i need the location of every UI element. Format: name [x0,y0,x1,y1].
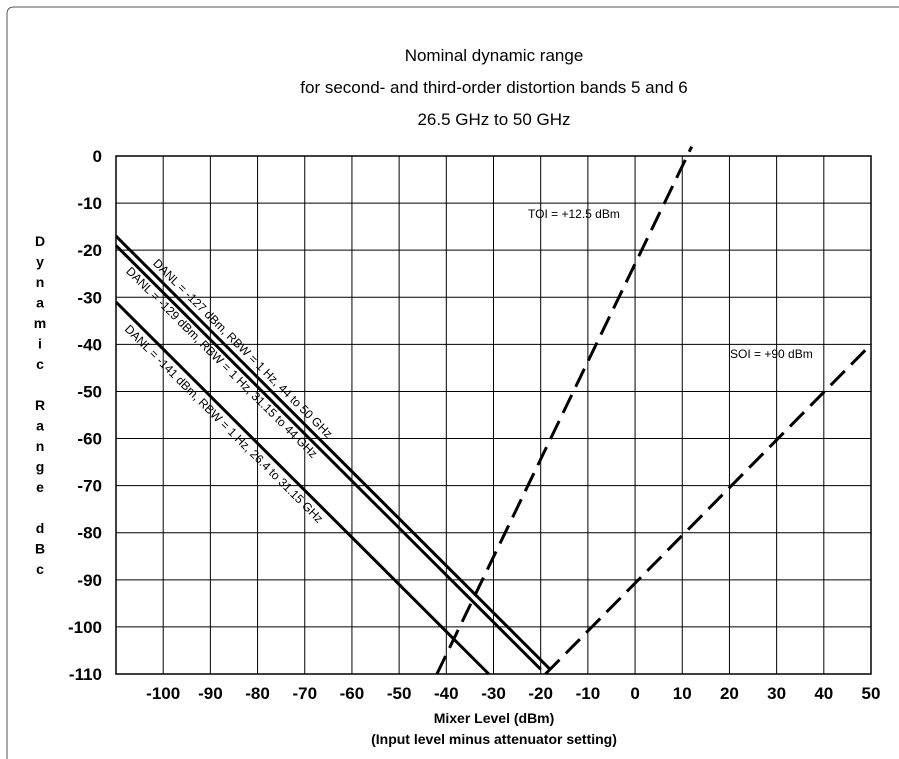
y-axis-label-char-8: R [35,397,45,413]
x-tick-label-8: -20 [528,684,553,703]
y-axis-label-char-4: m [34,315,46,331]
series-line-2 [114,300,490,676]
y-tick-label-9: -90 [77,571,102,590]
x-tick-label-15: 50 [862,684,881,703]
y-axis-label-char-3: a [36,295,44,311]
x-tick-label-0: -100 [146,684,180,703]
x-tick-label-13: 30 [767,684,786,703]
y-tick-label-10: -100 [68,618,102,637]
y-axis-label-char-0: D [35,233,45,249]
y-axis-label-char-5: i [38,336,42,352]
x-tick-label-3: -70 [292,684,317,703]
chart-title-line-1: Nominal dynamic range [405,46,584,65]
y-tick-label-1: -10 [77,194,102,213]
y-tick-label-11: -110 [69,665,102,684]
annotation-0: TOI = +12.5 dBm [528,207,620,221]
x-tick-label-10: 0 [630,684,639,703]
y-tick-label-5: -50 [77,382,102,401]
series-labels: DANL = -127 dBm, RBW = 1 Hz, 44 to 50 GH… [122,207,813,526]
y-tick-label-6: -60 [77,430,102,449]
y-axis-label-char-2: n [36,274,45,290]
y-tick-label-3: -30 [77,288,102,307]
y-axis-label-char-1: y [36,254,44,270]
x-axis-label: Mixer Level (dBm) [434,710,555,726]
x-tick-label-14: 40 [814,684,833,703]
y-tick-label-0: 0 [93,147,102,166]
x-tick-label-6: -40 [434,684,459,703]
chart-title: Nominal dynamic range for second- and th… [300,46,687,129]
x-tick-label-4: -60 [340,684,365,703]
y-axis-label-char-6: c [36,356,44,372]
plot-border [115,155,872,675]
y-tick-label-8: -80 [77,524,102,543]
series-line-3 [435,145,694,675]
x-tick-label-2: -80 [245,684,270,703]
series-lines [114,145,873,676]
x-tick-label-1: -90 [198,684,223,703]
chart-title-line-3: 26.5 GHz to 50 GHz [417,110,570,129]
series-label-0: DANL = -127 dBm, RBW = 1 Hz, 44 to 50 GH… [150,256,335,441]
x-tick-label-12: 20 [720,684,739,703]
x-tick-label-9: -10 [576,684,601,703]
y-tick-label-4: -40 [77,335,102,354]
y-axis-label-char-12: e [36,479,44,495]
y-axis-label-char-10: n [36,438,45,454]
x-tick-label-11: 10 [673,684,692,703]
y-axis-label-char-15: B [35,541,45,557]
y-axis-label-char-14: d [36,520,45,536]
x-tick-label-5: -50 [387,684,412,703]
series-line-1 [114,244,542,671]
annotation-1: SOI = +90 dBm [730,347,813,361]
series-line-0 [114,235,552,671]
y-tick-labels: 0 -10 -20 -30 -40 -50 -60 -70 -80 -90 -100 -110 [68,147,102,684]
x-tick-labels: -100 -90 -80 -70 -60 -50 -40 -30 -20 -10 0 10 20 30 40… [146,684,880,703]
y-axis-label-char-9: a [36,418,44,434]
grid [115,155,872,675]
x-axis-sublabel: (Input level minus attenuator setting) [371,731,617,747]
chart-title-line-2: for second- and third-order distortion b… [300,78,687,97]
series-label-text-0: DANL = -127 dBm, RBW = 1 Hz, 44 to 50 GH… [150,256,335,441]
series-line-4 [544,343,873,676]
y-axis-label-char-11: g [36,459,45,475]
y-axis-label-char-16: c [36,561,44,577]
y-tick-label-2: -20 [77,241,102,260]
y-tick-label-7: -70 [77,477,102,496]
x-tick-label-7: -30 [481,684,506,703]
